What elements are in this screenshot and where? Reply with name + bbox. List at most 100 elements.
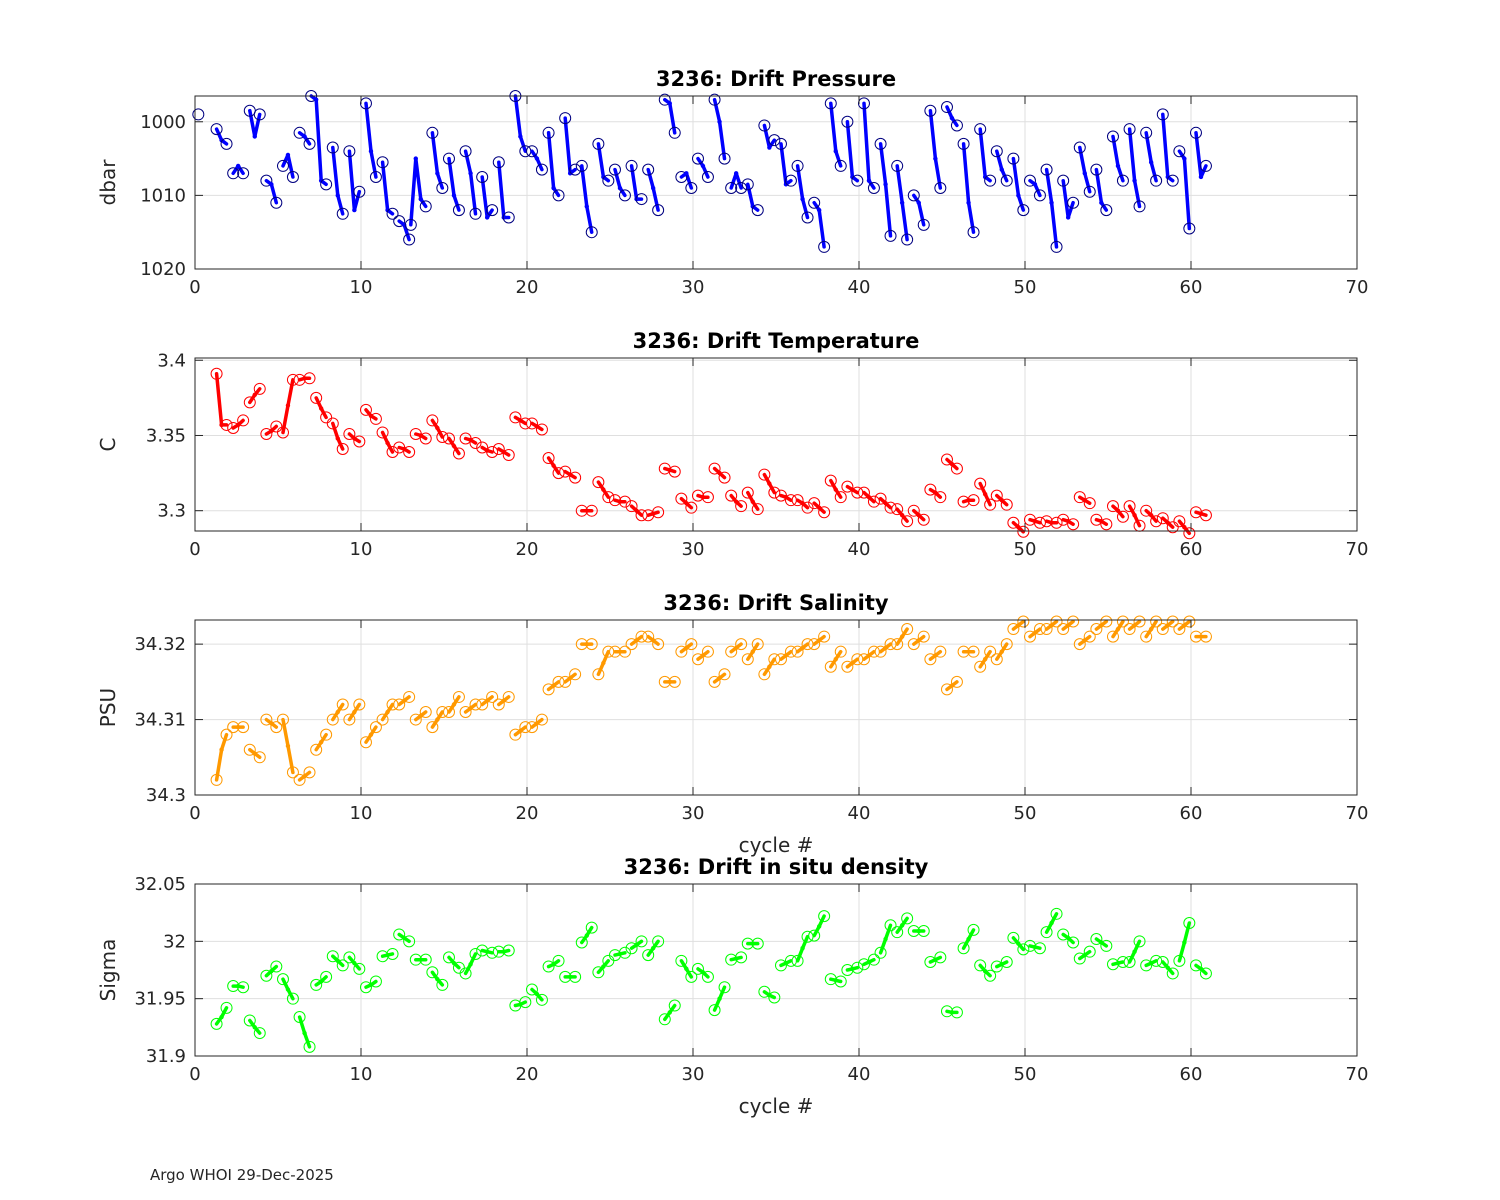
data-point: [313, 97, 319, 102]
data-point-circle: [393, 215, 406, 228]
data-series: [1040, 907, 1063, 939]
data-point-circle: [575, 159, 588, 172]
data-point: [1148, 513, 1154, 518]
data-point-circle: [585, 226, 598, 239]
data-point-circle: [801, 501, 814, 514]
data-point: [750, 204, 755, 209]
x-tick-label: 30: [682, 1064, 705, 1085]
data-point-circle: [535, 163, 548, 176]
data-point-circle: [668, 999, 681, 1012]
data-point-circle: [253, 108, 266, 121]
data-point-circle: [808, 638, 821, 651]
data-point-circle: [1050, 240, 1063, 253]
data-series: [891, 623, 914, 651]
data-point-circle: [542, 683, 555, 696]
data-point-circle: [442, 152, 455, 165]
data-point: [684, 645, 689, 651]
data-point: [1065, 215, 1071, 220]
data-point-circle: [192, 108, 205, 121]
data-point: [750, 941, 755, 946]
data-series: [774, 645, 797, 666]
data-point-circle: [1033, 516, 1046, 529]
x-tick-label: 10: [350, 1064, 373, 1085]
data-point-circle: [386, 947, 399, 960]
data-point: [899, 513, 905, 518]
data-point-circle: [625, 500, 638, 513]
data-point-circle: [974, 660, 987, 673]
x-tick-label: 50: [1014, 803, 1037, 824]
data-point: [1115, 163, 1121, 169]
data-series: [758, 985, 781, 1004]
data-series: [575, 921, 598, 949]
data-point: [601, 660, 606, 666]
data-point-circle: [1183, 916, 1196, 929]
data-series: [343, 427, 366, 448]
data-series: [940, 1005, 963, 1019]
data-point-circle: [1133, 935, 1146, 948]
data-series: [791, 930, 814, 967]
data-point-circle: [1040, 163, 1053, 176]
data-point: [385, 709, 390, 715]
data-series: [592, 476, 615, 504]
y-tick-label: 31.9: [146, 1046, 186, 1067]
data-point-circle: [768, 991, 781, 1004]
data-point-circle: [359, 403, 372, 416]
data-series: [559, 465, 582, 484]
y-tick-label: 34.31: [134, 710, 186, 731]
data-point-circle: [326, 417, 339, 430]
data-point: [700, 163, 706, 169]
data-series: [376, 426, 399, 459]
data-point-circle: [874, 137, 887, 150]
data-point-circle: [1166, 521, 1179, 534]
data-point-circle: [1000, 498, 1013, 511]
data-point-circle: [386, 446, 399, 459]
data-point-circle: [1073, 141, 1086, 154]
data-point: [335, 436, 340, 441]
data-point-circle: [701, 970, 714, 983]
data-point: [1099, 623, 1104, 628]
data-point-circle: [1050, 516, 1063, 529]
data-series: [310, 728, 333, 756]
data-point-circle: [1173, 623, 1186, 636]
data-point-circle: [1189, 959, 1202, 972]
x-tick-label: 20: [516, 277, 539, 298]
data-point-circle: [784, 174, 797, 187]
data-series: [210, 1001, 233, 1030]
data-point-circle: [808, 929, 821, 942]
data-point-circle: [403, 233, 416, 246]
data-series: [708, 93, 731, 165]
data-point: [1032, 630, 1038, 636]
data-series: [326, 698, 349, 726]
data-point: [534, 156, 540, 161]
data-point-circle: [276, 713, 289, 726]
data-point-circle: [1090, 623, 1103, 636]
data-point-circle: [220, 728, 233, 741]
data-point-circle: [984, 174, 997, 187]
data-series: [542, 126, 565, 202]
data-point-circle: [1023, 174, 1036, 187]
data-point: [601, 487, 606, 492]
data-point: [219, 422, 224, 428]
data-point-circle: [1033, 189, 1046, 202]
data-series: [359, 975, 382, 994]
data-point: [966, 497, 971, 503]
data-point-circle: [1057, 174, 1070, 187]
y-axis-label: Sigma: [96, 939, 120, 1002]
data-point-circle: [210, 773, 223, 786]
x-axis-label: cycle #: [739, 1094, 814, 1118]
data-point-circle: [1199, 509, 1212, 522]
data-point-circle: [353, 435, 366, 448]
data-series: [1189, 506, 1212, 522]
data-point-circle: [907, 189, 920, 202]
data-series: [1073, 630, 1096, 651]
data-point-circle: [735, 182, 748, 195]
data-point-circle: [525, 417, 538, 430]
data-point: [435, 425, 440, 431]
data-series: [658, 462, 681, 478]
data-series: [990, 489, 1013, 511]
data-point: [451, 193, 457, 198]
data-point-circle: [260, 427, 273, 440]
footer-credit: Argo WHOI 29-Dec-2025: [150, 1166, 334, 1184]
data-point-circle: [608, 163, 621, 176]
data-series: [1007, 931, 1030, 956]
